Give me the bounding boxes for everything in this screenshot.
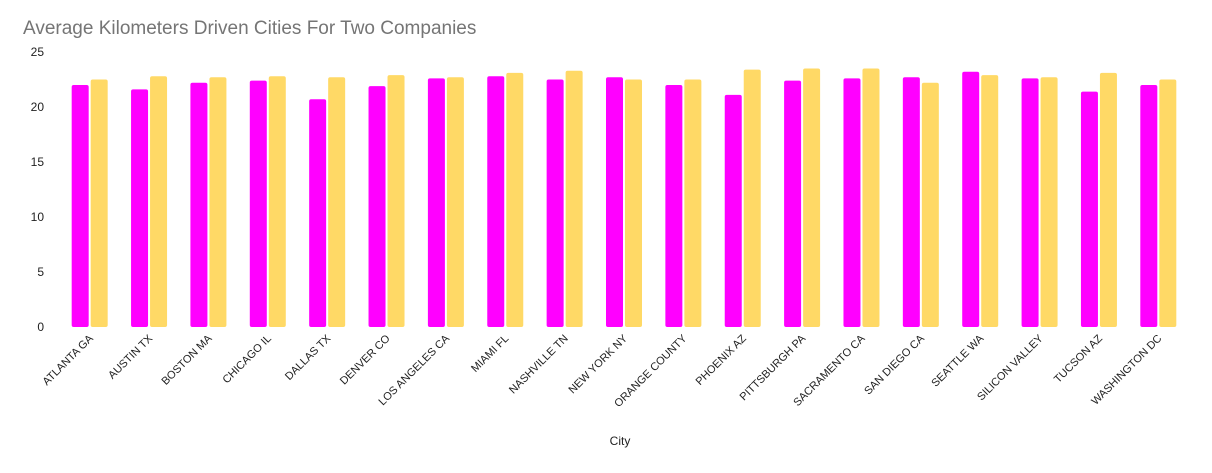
y-tick-label: 25 [31,45,45,59]
y-tick-label: 0 [37,320,44,334]
bar-series-1 [546,79,564,327]
x-tick-label: BOSTON MA [160,332,215,387]
bar-series-2 [803,68,821,327]
bar-series-2 [446,77,464,327]
y-tick-label: 15 [31,155,45,169]
y-tick-label: 10 [31,210,45,224]
bars [71,68,1177,328]
x-tick-label: NEW YORK NY [566,332,630,396]
x-axis-ticks: ATLANTA GA AUSTIN TX BOSTON MA CHICAGO IL DA… [40,332,1164,410]
bar-series-2 [328,77,346,327]
bar-series-1 [606,77,623,327]
x-tick-label: TUCSON AZ [1052,332,1105,385]
bar-series-1 [843,78,861,328]
bar-series-2 [387,75,405,327]
bar-series-1 [1140,85,1158,327]
bar-series-1 [724,94,742,328]
y-axis-ticks: 0 5 10 15 20 25 [31,45,45,334]
bar-series-2 [862,68,880,327]
x-tick-label: NASHVILLE TN [507,333,571,397]
bar-series-2 [684,79,702,327]
x-tick-label: ATLANTA GA [40,332,96,388]
bar-series-2 [921,82,939,327]
bar-series-2 [981,75,999,327]
bar-series-2 [268,76,286,327]
x-axis-label: City [610,434,631,448]
bar-series-1 [784,80,802,327]
x-tick-label: DALLAS TX [283,332,334,383]
bar-series-1 [962,71,980,327]
bar-series-1 [1021,78,1039,328]
bar-series-2 [743,69,761,327]
bar-series-1 [1080,91,1098,327]
x-tick-label: SILICON VALLEY [975,332,1046,403]
x-tick-label: MIAMI FL [469,333,511,375]
x-tick-label: SEATTLE WA [929,332,986,389]
bar-series-2 [209,77,227,327]
bar-series-1 [71,85,89,327]
bar-series-1 [190,82,208,327]
bar-series-2 [625,79,642,327]
bar-series-1 [249,80,267,327]
x-tick-label: SAN DIEGO CA [862,332,927,397]
bar-series-2 [150,76,168,327]
bar-series-1 [368,86,386,327]
bar-series-1 [427,78,445,328]
x-tick-label: DENVER CO [338,332,393,387]
y-tick-label: 5 [37,265,44,279]
y-tick-label: 20 [31,100,45,114]
bar-series-2 [506,72,524,328]
x-tick-label: AUSTIN TX [106,332,155,381]
x-tick-label: PHOENIX AZ [694,332,749,387]
bar-series-2 [565,70,583,327]
bar-series-1 [309,99,327,327]
bar-series-2 [1040,77,1058,327]
x-tick-label: CHICAGO IL [220,333,273,386]
bar-series-1 [131,89,149,328]
bar-series-2 [90,79,108,327]
bar-series-1 [902,77,920,327]
bar-series-2 [1099,72,1117,328]
bar-series-1 [487,76,505,327]
chart-title: Average Kilometers Driven Cities For Two… [23,18,477,39]
bar-series-1 [665,85,683,327]
bar-series-2 [1159,79,1177,327]
